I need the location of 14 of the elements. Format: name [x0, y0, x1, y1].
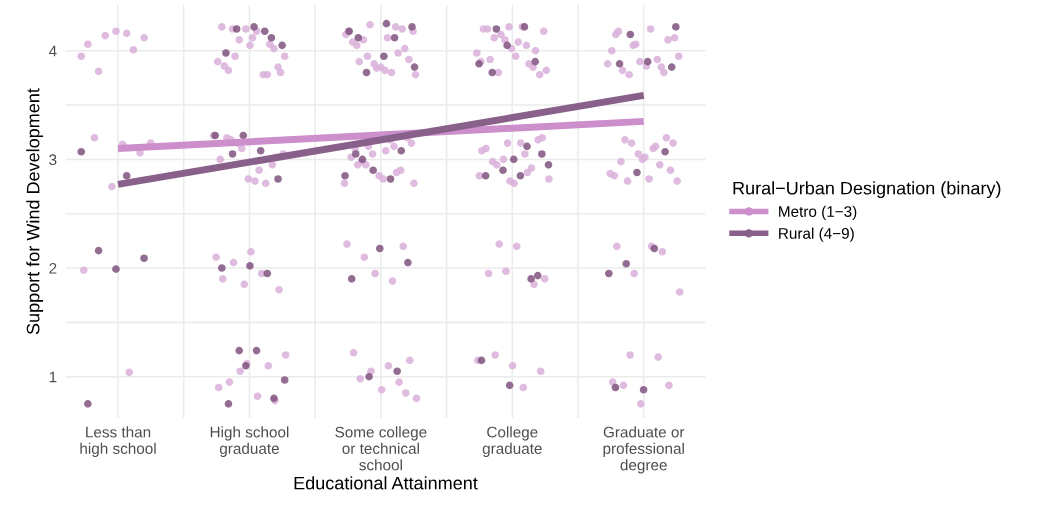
x-tick-label: Less than high school — [80, 426, 156, 457]
y-tick-label: 4 — [48, 45, 57, 57]
y-tick-label: 1 — [49, 371, 57, 383]
y-axis-title: Support for Wind Development — [26, 88, 44, 335]
x-tick-label: Some college or technical school — [335, 426, 427, 471]
x-tick-label: High school graduate — [210, 426, 289, 457]
legend-label: Rural (4−9) — [779, 227, 854, 242]
x-tick-label: College graduate — [482, 426, 542, 457]
y-tick-label: 3 — [49, 154, 57, 166]
x-tick-label: Graduate or professional degree — [603, 426, 685, 474]
y-tick-label: 2 — [49, 262, 57, 274]
x-axis-title: Educational Attainment — [294, 476, 478, 490]
legend-label: Metro (1−3) — [779, 205, 857, 220]
legend-title: Rural−Urban Designation (binary) — [733, 181, 1001, 199]
